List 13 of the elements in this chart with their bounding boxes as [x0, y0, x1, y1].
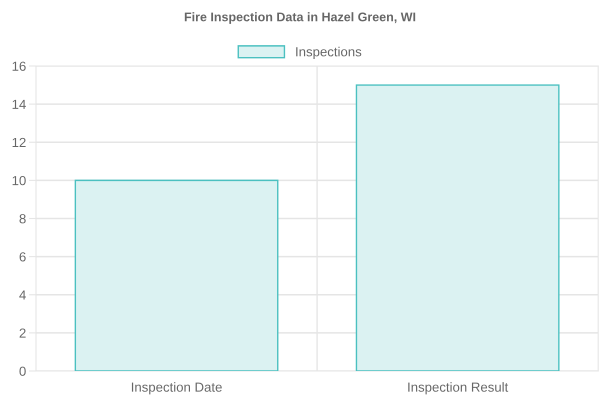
y-tick-label: 2 — [20, 328, 26, 338]
y-tick-label: 10 — [12, 176, 26, 186]
x-tick-label: Inspection Result — [408, 382, 508, 394]
y-tick-label: 14 — [12, 100, 26, 109]
y-tick-label: 4 — [19, 290, 26, 300]
y-tick-label: 0 — [19, 366, 26, 376]
x-tick-label: Inspection Date — [132, 382, 222, 394]
y-tick-label: 12 — [12, 138, 26, 148]
y-tick-label: 16 — [12, 62, 26, 71]
legend-label: Inspections — [296, 46, 362, 60]
chart-title: Fire Inspection Data in Hazel Green, WI — [184, 12, 416, 24]
y-tick-label: 8 — [20, 214, 26, 224]
y-tick-label: 6 — [20, 252, 26, 262]
